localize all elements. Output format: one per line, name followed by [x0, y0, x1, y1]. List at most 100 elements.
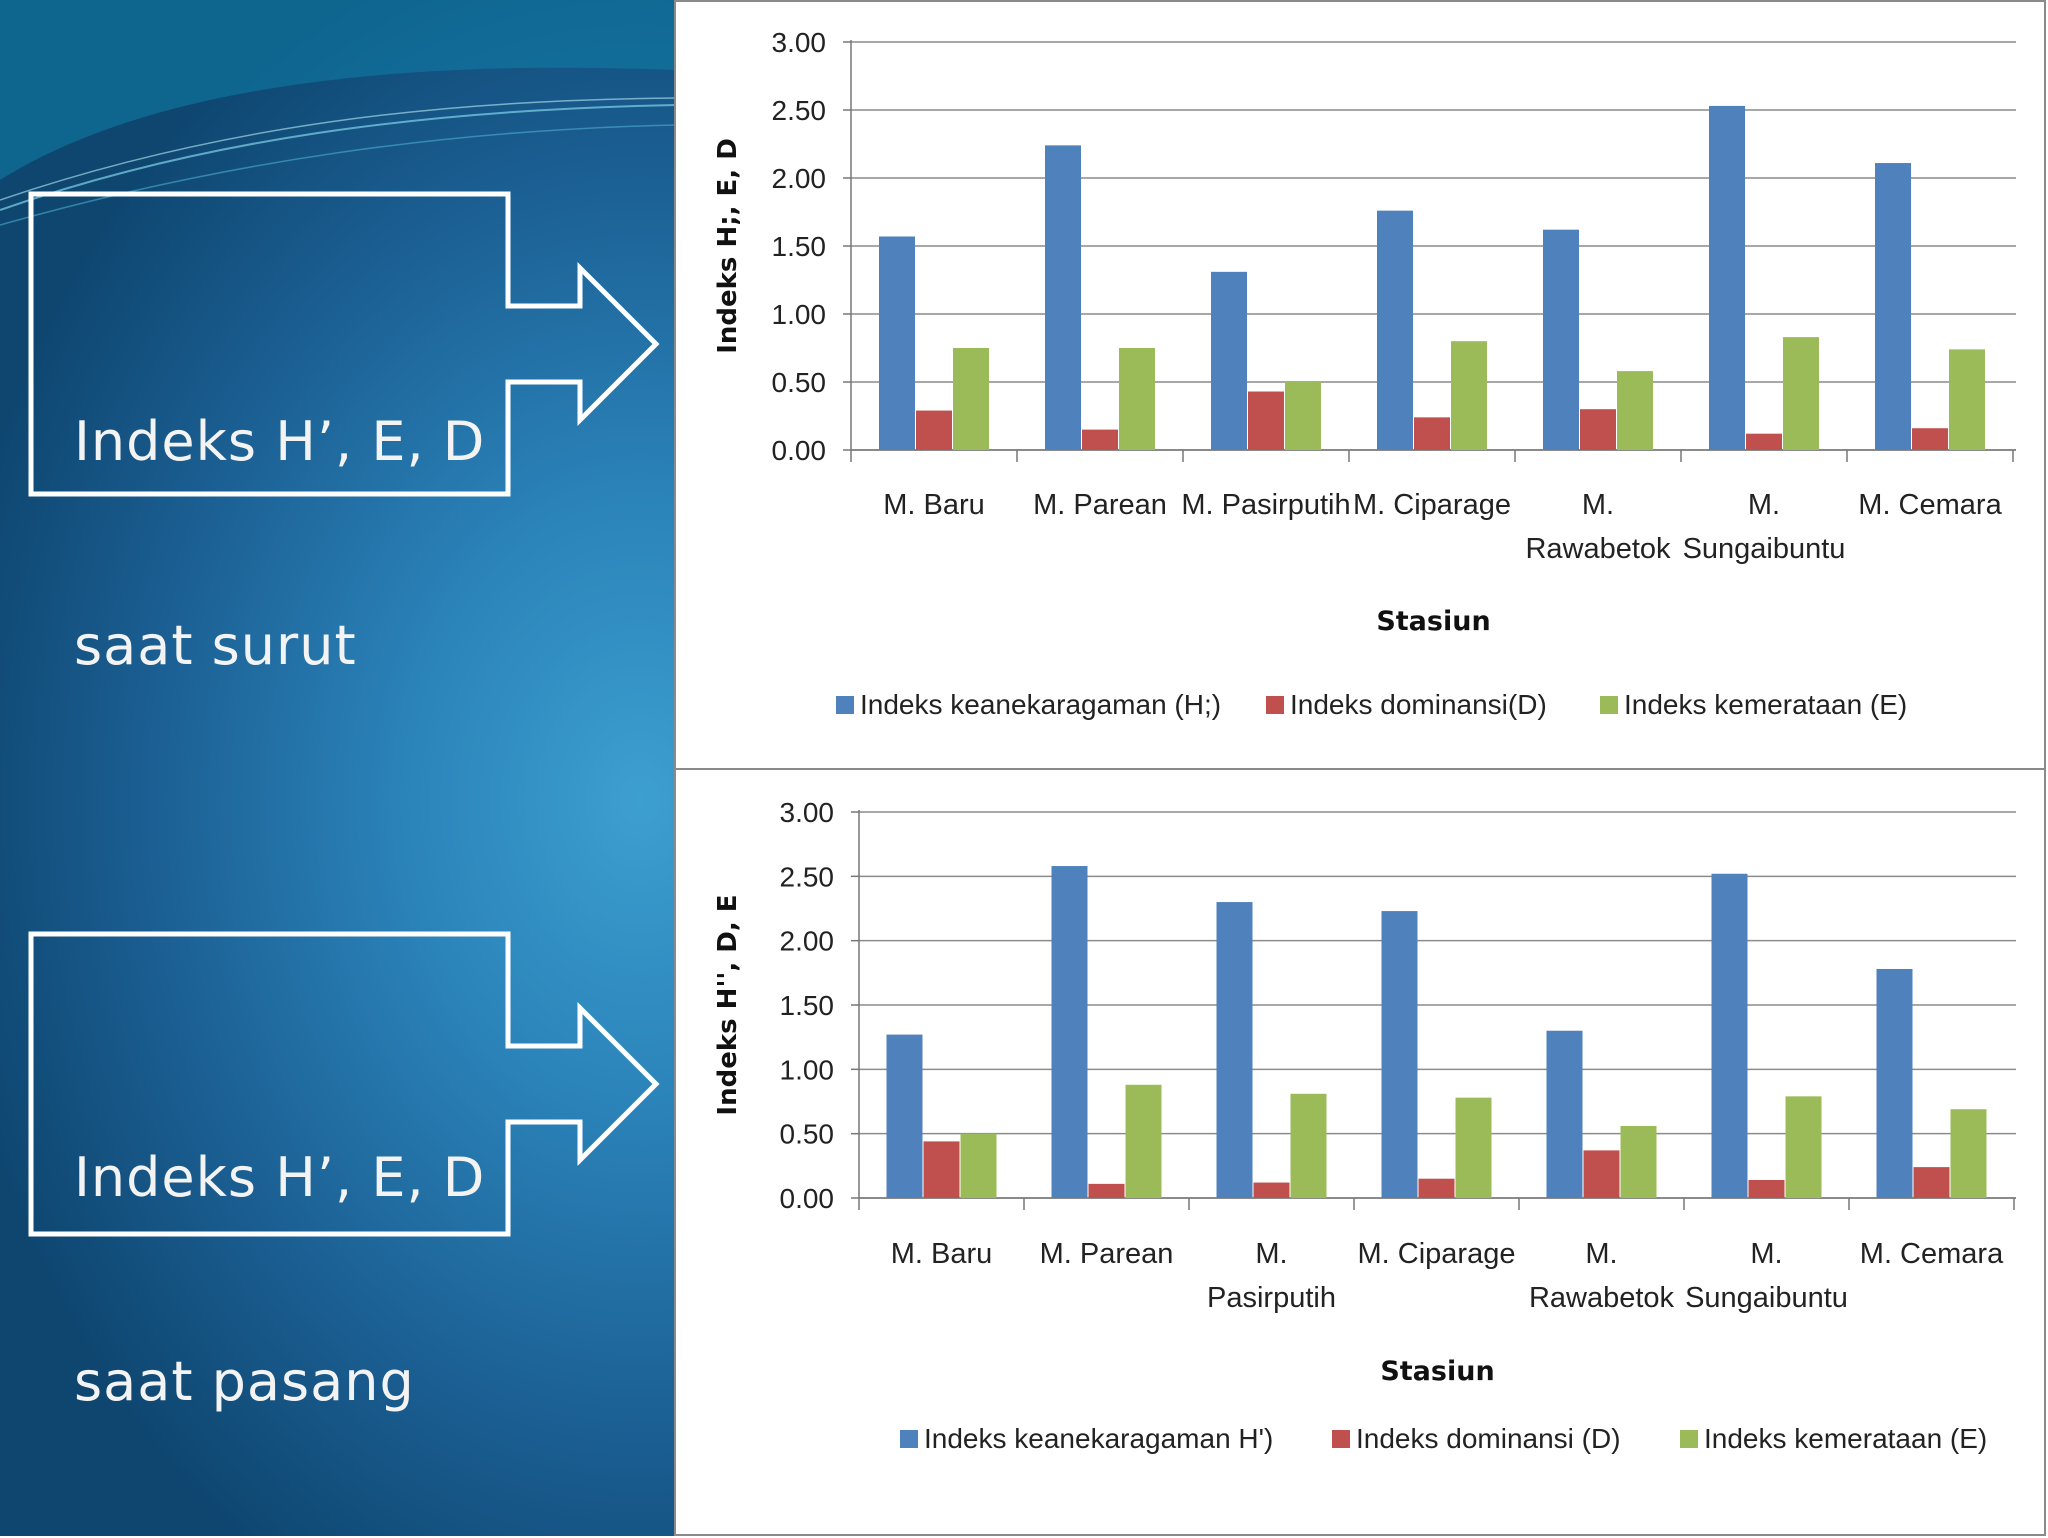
x-category-label: M. Parean: [1033, 489, 1167, 521]
bar-E-1: [1125, 1084, 1162, 1198]
bar-D-1: [1082, 429, 1118, 450]
bar-D-3: [1418, 1178, 1455, 1198]
legend-swatch-E: [1600, 696, 1618, 714]
legend-swatch-D: [1266, 696, 1284, 714]
legend-label-D: Indeks dominansi(D): [1290, 689, 1547, 720]
x-category-label: Rawabetok: [1529, 1282, 1675, 1314]
bar-E-5: [1785, 1096, 1822, 1198]
bar-E-0: [953, 348, 989, 450]
legend-label-H: Indeks keanekaragaman (H;): [860, 689, 1221, 720]
bar-E-4: [1617, 371, 1653, 450]
bar-H-2: [1211, 271, 1247, 450]
x-category-label: M.: [1255, 1238, 1287, 1270]
y-tick-label: 2.00: [772, 163, 827, 194]
chart-pasang-panel: 0.00 0.50 1.00 1.50 2.00 2.50 3.00 M. Baru M. Pa…: [674, 768, 2046, 1536]
bar-D-6: [1913, 1167, 1950, 1198]
bar-D-2: [1253, 1182, 1290, 1198]
callout-surut-line1: Indeks H’, E, D: [74, 410, 486, 473]
bar-D-6: [1912, 428, 1948, 450]
x-category-label: M.: [1582, 489, 1614, 521]
y-tick-label: 1.00: [780, 1054, 835, 1085]
bar-D-4: [1583, 1150, 1620, 1198]
y-tick-label: 1.00: [772, 299, 827, 330]
bar-D-5: [1746, 433, 1782, 450]
bar-H-3: [1377, 210, 1413, 450]
y-tick-label: 2.50: [772, 95, 827, 126]
callout-pasang-line2: saat pasang: [74, 1350, 415, 1413]
bar-E-6: [1950, 1109, 1987, 1198]
legend-label-D: Indeks dominansi (D): [1356, 1423, 1621, 1454]
callout-surut-line2: saat surut: [74, 614, 357, 677]
bar-H-2: [1216, 902, 1253, 1198]
x-category-label: M. Cemara: [1860, 1238, 2004, 1270]
x-category-label: M.: [1748, 489, 1780, 521]
x-category-label: M. Pasirputih: [1181, 489, 1350, 521]
bar-E-3: [1451, 341, 1487, 450]
decorative-swoosh: [0, 0, 676, 226]
arrow-outline-icon: [28, 191, 660, 497]
legend-swatch-E: [1680, 1430, 1698, 1448]
chart-surut-panel: 0.00 0.50 1.00 1.50 2.00 2.50 3.00 M. Baru M. Pa…: [674, 0, 2046, 770]
y-tick-label: 3.00: [772, 27, 827, 58]
x-category-label: Sungaibuntu: [1683, 533, 1846, 565]
legend-swatch-H: [900, 1430, 918, 1448]
y-tick-label: 0.50: [772, 367, 827, 398]
legend-label-H: Indeks keanekaragaman H'): [924, 1423, 1273, 1454]
bar-D-0: [916, 410, 952, 450]
bar-H-0: [886, 1034, 923, 1198]
y-tick-label: 2.50: [780, 861, 835, 892]
y-tick-label: 3.00: [780, 797, 835, 828]
bar-D-5: [1748, 1179, 1785, 1198]
y-tick-label: 1.50: [780, 990, 835, 1021]
x-category-label: Rawabetok: [1525, 533, 1671, 565]
bar-E-6: [1949, 349, 1985, 450]
callout-pasang-line1: Indeks H’, E, D: [74, 1146, 486, 1209]
bar-E-5: [1783, 337, 1819, 450]
bar-H-0: [879, 236, 915, 450]
legend-swatch-D: [1332, 1430, 1350, 1448]
callout-surut: Indeks H’, E, D saat surut: [0, 180, 676, 677]
bar-D-4: [1580, 409, 1616, 450]
y-axis-title: Indeks H'', D, E: [713, 894, 743, 1115]
x-category-label: Pasirputih: [1207, 1282, 1336, 1314]
legend-label-E: Indeks kemerataan (E): [1624, 689, 1907, 720]
callout-pasang: Indeks H’, E, D saat pasang: [0, 920, 676, 1413]
bar-H-4: [1543, 229, 1579, 450]
bar-H-5: [1711, 873, 1748, 1198]
chart-surut: 0.00 0.50 1.00 1.50 2.00 2.50 3.00 M. Baru M. Pa…: [713, 27, 2016, 720]
y-tick-label: 0.50: [780, 1119, 835, 1150]
y-tick-label: 0.00: [780, 1183, 835, 1214]
x-category-label: M.: [1585, 1238, 1617, 1270]
bar-H-6: [1875, 163, 1911, 451]
bar-H-3: [1381, 911, 1418, 1198]
y-tick-label: 0.00: [772, 435, 827, 466]
legend-swatch-H: [836, 696, 854, 714]
chart-pasang: 0.00 0.50 1.00 1.50 2.00 2.50 3.00 M. Baru M. Pa…: [713, 797, 2016, 1454]
x-category-label: M.: [1750, 1238, 1782, 1270]
legend-label-E: Indeks kemerataan (E): [1704, 1423, 1987, 1454]
bar-H-4: [1546, 1030, 1583, 1198]
y-axis-title: Indeks H;, E, D: [713, 138, 743, 354]
arrow-outline-icon: [28, 931, 660, 1237]
x-category-label: M. Baru: [883, 489, 985, 521]
x-category-label: M. Ciparage: [1353, 489, 1511, 521]
x-axis-title: Stasiun: [1376, 606, 1490, 637]
bar-D-0: [923, 1141, 960, 1198]
bar-H-5: [1709, 105, 1745, 451]
bar-H-1: [1045, 145, 1081, 451]
callout-pasang-text: Indeks H’, E, D saat pasang: [74, 1008, 485, 1536]
bar-D-1: [1088, 1183, 1125, 1198]
slide-background: Indeks H’, E, D saat surut Indeks H’, E,…: [0, 0, 676, 1536]
y-tick-label: 2.00: [780, 926, 835, 957]
x-category-label: Sungaibuntu: [1685, 1282, 1848, 1314]
bar-H-1: [1051, 866, 1088, 1198]
callout-surut-text: Indeks H’, E, D saat surut: [74, 272, 485, 816]
x-axis-title: Stasiun: [1380, 1356, 1494, 1387]
bar-E-0: [960, 1133, 997, 1198]
x-category-label: M. Baru: [891, 1238, 993, 1270]
bar-D-2: [1248, 391, 1284, 450]
x-category-label: M. Parean: [1040, 1238, 1174, 1270]
bar-E-3: [1455, 1097, 1492, 1198]
x-category-label: M. Ciparage: [1358, 1238, 1516, 1270]
x-category-label: M. Cemara: [1858, 489, 2002, 521]
